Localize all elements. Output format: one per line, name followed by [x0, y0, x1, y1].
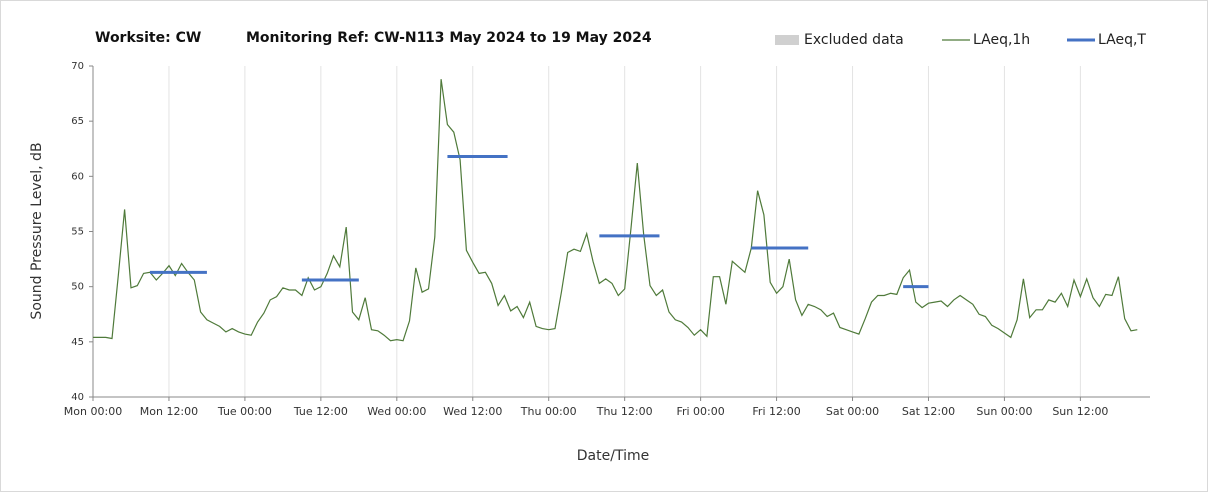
- legend-label: LAeq,T: [1098, 32, 1146, 48]
- chart-title: Monitoring Ref: CW-N1: [246, 30, 426, 46]
- legend-swatch: [775, 35, 799, 45]
- y-tick-label: 55: [71, 227, 84, 238]
- x-tick-label: Wed 00:00: [367, 405, 426, 418]
- y-tick-label: 50: [71, 282, 84, 293]
- y-tick-label: 70: [71, 61, 84, 72]
- x-tick-label: Sat 12:00: [902, 405, 955, 418]
- y-tick-label: 45: [71, 337, 84, 348]
- x-tick-label: Sat 00:00: [826, 405, 879, 418]
- y-tick-label: 60: [71, 171, 84, 182]
- legend-label: LAeq,1h: [973, 32, 1030, 48]
- x-tick-label: Tue 00:00: [217, 405, 272, 418]
- y-tick-label: 40: [71, 392, 84, 403]
- legend-label: Excluded data: [804, 32, 904, 48]
- y-axis-label: Sound Pressure Level, dB: [29, 142, 45, 319]
- x-tick-label: Mon 12:00: [140, 405, 198, 418]
- y-tick-label: 65: [71, 116, 84, 127]
- x-tick-label: Sun 00:00: [976, 405, 1032, 418]
- x-tick-label: Thu 12:00: [596, 405, 653, 418]
- x-tick-label: Fri 00:00: [676, 405, 724, 418]
- x-tick-label: Sun 12:00: [1052, 405, 1108, 418]
- x-tick-label: Fri 12:00: [752, 405, 800, 418]
- x-tick-label: Tue 12:00: [293, 405, 348, 418]
- x-tick-label: Thu 00:00: [520, 405, 577, 418]
- data-line: [93, 79, 1138, 342]
- chart-title: Worksite: CW: [95, 30, 201, 46]
- x-tick-label: Mon 00:00: [64, 405, 122, 418]
- chart-title: 13 May 2024 to 19 May 2024: [425, 30, 652, 46]
- x-axis-label: Date/Time: [577, 448, 649, 464]
- x-tick-label: Wed 12:00: [443, 405, 502, 418]
